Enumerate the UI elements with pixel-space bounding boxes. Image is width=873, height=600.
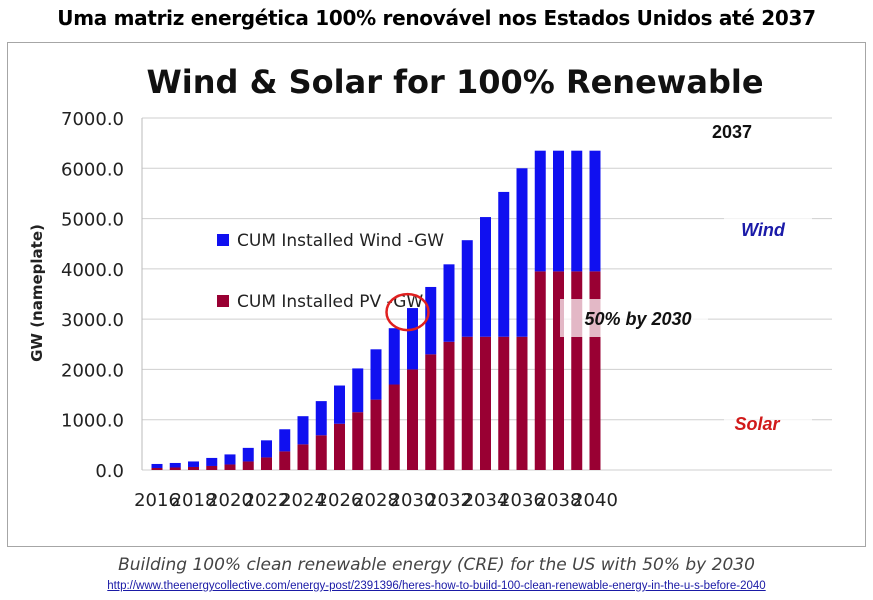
chart: Wind & Solar for 100% Renewable GW (name… — [28, 63, 832, 511]
chart-title: Wind & Solar for 100% Renewable — [146, 63, 763, 101]
bar-segment-pv-2021 — [242, 461, 254, 470]
bar-segment-pv-2019 — [206, 465, 218, 470]
x-tick-label: 2038 — [536, 490, 582, 511]
bar-segment-pv-2037 — [534, 271, 546, 470]
y-tick-label: 1000.0 — [61, 411, 124, 432]
bars — [151, 150, 601, 470]
x-tick-label: 2018 — [171, 490, 217, 511]
bar-segment-wind-2024 — [297, 416, 309, 445]
bar-segment-pv-2027 — [352, 412, 364, 470]
y-tick-label: 4000.0 — [61, 260, 124, 281]
bar-segment-pv-2018 — [188, 466, 199, 470]
bar-segment-wind-2017 — [169, 462, 181, 468]
bar-segment-pv-2034 — [480, 336, 491, 470]
bar-segment-pv-2038 — [553, 271, 564, 470]
bar-segment-wind-2028 — [370, 349, 382, 400]
bar-segment-wind-2032 — [443, 264, 455, 342]
chart-frame — [7, 42, 866, 547]
bar-segment-wind-2031 — [425, 286, 437, 355]
bar-segment-pv-2036 — [516, 336, 528, 470]
bar-segment-wind-2021 — [242, 447, 254, 462]
bar-segment-wind-2018 — [188, 461, 199, 467]
legend-swatch — [217, 234, 229, 246]
bar-segment-wind-2040 — [589, 150, 601, 272]
y-axis-label: GW (nameplate) — [28, 224, 46, 362]
bar-segment-wind-2020 — [224, 454, 236, 465]
legend-label: CUM Installed PV -GW — [237, 292, 423, 312]
bar-segment-wind-2035 — [498, 191, 510, 337]
bar-segment-pv-2026 — [334, 423, 345, 470]
bar-segment-pv-2035 — [498, 336, 510, 470]
bar-segment-wind-2025 — [315, 401, 327, 436]
y-tick-label: 6000.0 — [61, 159, 124, 180]
legend: CUM Installed Wind -GW CUM Installed PV -… — [217, 231, 444, 312]
bar-segment-wind-2034 — [480, 217, 491, 337]
bar-segment-pv-2025 — [315, 435, 327, 470]
band-solar — [724, 404, 812, 442]
bar-segment-pv-2029 — [388, 384, 400, 470]
annotation-2037: 2037 — [712, 122, 752, 142]
bar-segment-pv-2022 — [261, 457, 272, 470]
source-link[interactable]: http://www.theenergycollective.com/energ… — [107, 580, 766, 592]
x-tick-label: 2020 — [207, 490, 253, 511]
annotation-50pct-by-2030: 50% by 2030 — [584, 309, 691, 329]
x-tick-label: 2016 — [134, 490, 180, 511]
bar-segment-wind-2019 — [206, 457, 218, 466]
x-tick-label: 2036 — [499, 490, 545, 511]
x-tick-label: 2030 — [390, 490, 436, 511]
bar-segment-wind-2016 — [151, 463, 163, 468]
bar-segment-wind-2027 — [352, 368, 364, 413]
x-tick-label: 2032 — [426, 490, 472, 511]
bar-segment-wind-2037 — [534, 150, 546, 272]
bar-segment-pv-2028 — [370, 399, 382, 470]
bar-segment-wind-2039 — [571, 150, 583, 272]
bar-segment-pv-2016 — [151, 467, 163, 470]
bar-segment-pv-2023 — [279, 451, 291, 470]
bar-segment-wind-2023 — [279, 429, 291, 452]
bar-segment-wind-2036 — [516, 168, 528, 337]
x-tick-label: 2022 — [244, 490, 290, 511]
band-wind — [724, 210, 812, 248]
y-tick-label: 3000.0 — [61, 310, 124, 331]
legend-label: CUM Installed Wind -GW — [237, 231, 444, 251]
bar-segment-pv-2040 — [589, 271, 601, 470]
x-tick-label: 2026 — [317, 490, 363, 511]
bar-segment-pv-2017 — [169, 467, 181, 470]
caption: Building 100% clean renewable energy (CR… — [118, 555, 755, 575]
bar-segment-wind-2029 — [388, 328, 400, 385]
bar-segment-pv-2031 — [425, 354, 437, 470]
bar-segment-pv-2020 — [224, 464, 236, 470]
highlight-circle-2030 — [385, 292, 430, 332]
x-tick-label: 2034 — [463, 490, 509, 511]
bar-segment-wind-2022 — [261, 440, 272, 458]
x-tick-label: 2028 — [353, 490, 399, 511]
legend-swatch — [217, 295, 229, 307]
bar-segment-pv-2032 — [443, 341, 455, 470]
bar-segment-wind-2030 — [407, 308, 418, 370]
annotation-wind: Wind — [741, 220, 786, 240]
y-tick-label: 7000.0 — [61, 109, 124, 130]
band-50pct — [560, 299, 708, 337]
x-tick-label: 2040 — [572, 490, 618, 511]
bar-segment-wind-2038 — [553, 150, 564, 272]
y-tick-label: 5000.0 — [61, 210, 124, 231]
annotation-solar: Solar — [734, 414, 780, 434]
bar-segment-wind-2033 — [461, 240, 473, 337]
bar-segment-pv-2030 — [407, 369, 418, 470]
bar-segment-pv-2033 — [461, 336, 473, 470]
y-tick-label: 0.0 — [95, 461, 124, 482]
bar-segment-pv-2024 — [297, 444, 309, 470]
y-tick-label: 2000.0 — [61, 360, 124, 381]
bar-segment-wind-2026 — [334, 385, 345, 424]
annotation-bands — [560, 210, 812, 442]
page-title: Uma matriz energética 100% renovável nos… — [57, 6, 816, 30]
bar-segment-pv-2039 — [571, 271, 583, 470]
x-tick-label: 2024 — [280, 490, 326, 511]
y-tick-labels: 0.0 1000.0 2000.0 3000.0 4000.0 5000.0 6000.0 7… — [61, 109, 124, 482]
annotations: 2037 50% by 2030 Wind Solar — [385, 122, 786, 434]
x-tick-labels: 2016201820202022202420262028203020322034… — [134, 490, 618, 511]
